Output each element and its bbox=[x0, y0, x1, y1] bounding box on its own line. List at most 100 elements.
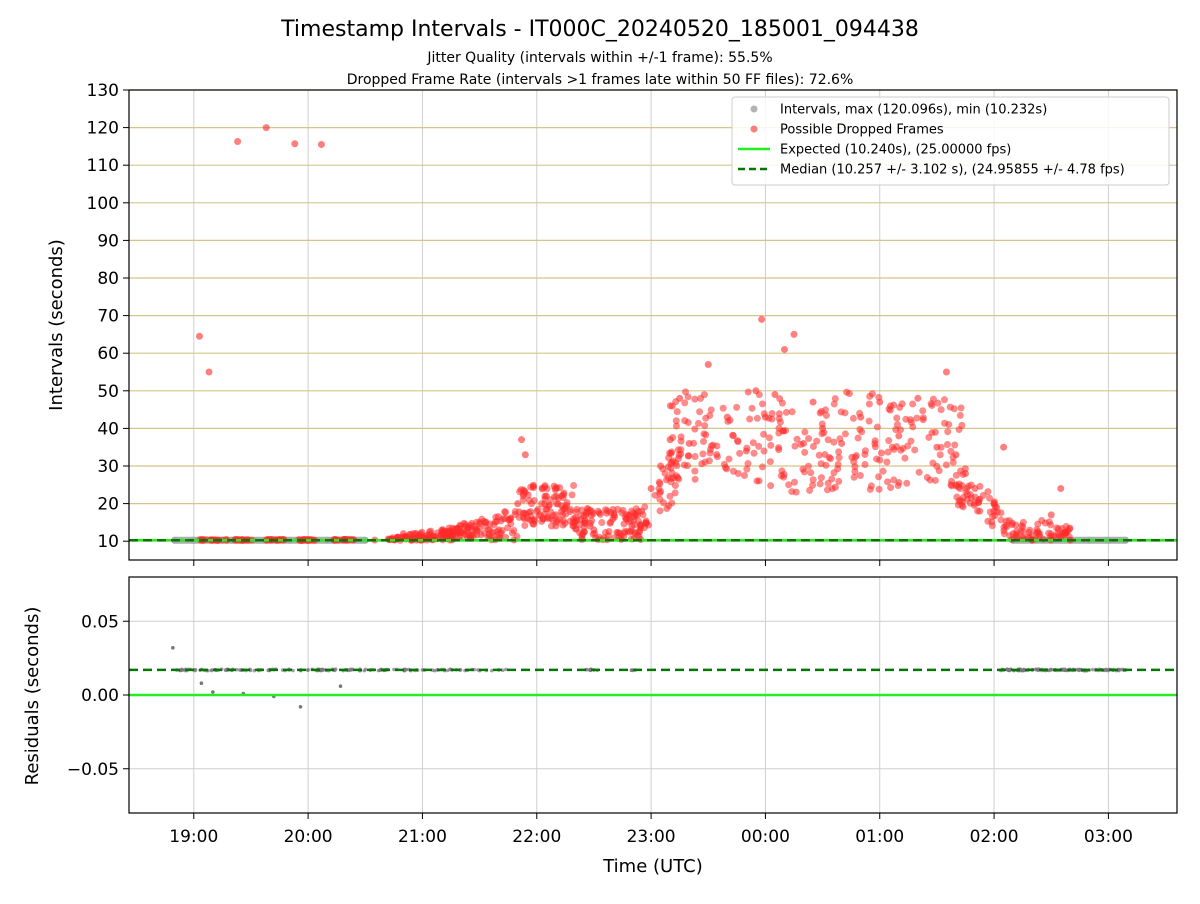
residual-point bbox=[504, 667, 508, 672]
top-y-tick-label: 30 bbox=[97, 457, 119, 477]
dropped-frame-point bbox=[691, 475, 699, 483]
dropped-frame-point bbox=[861, 450, 869, 458]
dropped-frame-point bbox=[521, 451, 529, 459]
dropped-frame-point bbox=[937, 443, 945, 451]
legend-interval-marker bbox=[750, 105, 758, 113]
dropped-frame-point bbox=[528, 516, 536, 524]
top-y-tick-label: 60 bbox=[97, 344, 119, 364]
dropped-frame-point bbox=[673, 408, 681, 416]
dropped-frame-point bbox=[866, 392, 874, 400]
dropped-frame-point bbox=[669, 434, 677, 442]
dropped-frame-point bbox=[919, 416, 927, 424]
dropped-frame-point bbox=[818, 420, 826, 428]
dropped-frame-point bbox=[876, 456, 884, 464]
top-y-tick-label: 120 bbox=[87, 119, 119, 139]
dropped-frame-point bbox=[681, 388, 689, 396]
dropped-frame-point bbox=[883, 458, 891, 466]
dropped-frame-point bbox=[831, 395, 839, 403]
dropped-frame-point bbox=[660, 499, 668, 507]
dropped-frame-point bbox=[1003, 523, 1011, 531]
dropped-frame-point bbox=[291, 140, 299, 148]
dropped-frame-point bbox=[942, 461, 950, 469]
dropped-frame-point bbox=[700, 391, 708, 399]
dropped-frame-point bbox=[515, 513, 523, 521]
bottom-y-axis-label: Residuals (seconds) bbox=[22, 607, 43, 786]
legend-label: Intervals, max (120.096s), min (10.232s) bbox=[780, 103, 1047, 118]
residual-point bbox=[238, 668, 242, 672]
dropped-frame-point bbox=[949, 453, 957, 461]
dropped-frame-point bbox=[755, 477, 763, 485]
dropped-frame-point bbox=[690, 439, 698, 447]
dropped-frame-point bbox=[940, 396, 948, 404]
dropped-frame-point bbox=[520, 486, 528, 494]
dropped-frame-point bbox=[913, 414, 921, 422]
dropped-frame-point bbox=[744, 460, 752, 468]
dropped-frame-point bbox=[589, 510, 597, 518]
dropped-frame-point bbox=[1058, 525, 1066, 533]
dropped-frame-point bbox=[936, 451, 944, 459]
dropped-frame-point bbox=[818, 430, 826, 438]
dropped-frame-point bbox=[792, 488, 800, 496]
dropped-frame-point bbox=[1065, 525, 1073, 533]
dropped-frame-point bbox=[807, 469, 815, 477]
dropped-frame-point bbox=[196, 332, 204, 340]
dropped-frame-point bbox=[647, 485, 655, 493]
dropped-frame-point bbox=[959, 470, 967, 478]
dropped-frame-point bbox=[813, 437, 821, 445]
dropped-frame-point bbox=[835, 448, 843, 456]
x-tick-label: 20:00 bbox=[284, 827, 333, 847]
dropped-frame-point bbox=[486, 532, 494, 540]
dropped-frame-point bbox=[556, 484, 564, 492]
dropped-frame-point bbox=[943, 441, 951, 449]
residual-point bbox=[298, 705, 303, 709]
dropped-frame-point bbox=[895, 432, 903, 440]
dropped-frame-point bbox=[902, 415, 910, 423]
dropped-frame-point bbox=[755, 442, 763, 450]
dropped-frame-point bbox=[766, 458, 774, 466]
dropped-frame-point bbox=[958, 421, 966, 429]
dropped-frame-point bbox=[793, 435, 801, 443]
dropped-frame-point bbox=[749, 439, 757, 447]
dropped-frame-point bbox=[606, 519, 614, 527]
dropped-frame-point bbox=[809, 398, 817, 406]
dropped-frame-point bbox=[543, 485, 551, 493]
dropped-frame-point bbox=[850, 473, 858, 481]
dropped-frame-point bbox=[755, 391, 763, 399]
dropped-frame-point bbox=[553, 492, 561, 500]
dropped-frame-point bbox=[791, 442, 799, 450]
dropped-frame-point bbox=[885, 437, 893, 445]
x-tick-label: 01:00 bbox=[855, 827, 904, 847]
dropped-frame-point bbox=[1057, 485, 1065, 493]
dropped-frame-point bbox=[974, 498, 982, 506]
dropped-frame-point bbox=[957, 404, 965, 412]
dropped-frame-point bbox=[825, 454, 833, 462]
dropped-frame-point bbox=[750, 449, 758, 457]
dropped-frame-point bbox=[771, 391, 779, 399]
dropped-frame-point bbox=[907, 437, 915, 445]
dropped-frame-point bbox=[834, 465, 842, 473]
dropped-frame-point bbox=[822, 411, 830, 419]
dropped-frame-point bbox=[997, 516, 1005, 524]
top-y-tick-label: 40 bbox=[97, 419, 119, 439]
residuals-plot: 19:00 20:00 21:00 22:00 23:00 00:00 01:00 02:00… bbox=[67, 576, 1178, 847]
dropped-frame-point bbox=[559, 521, 567, 529]
x-tick-label: 02:00 bbox=[970, 827, 1019, 847]
legend-label: Possible Dropped Frames bbox=[780, 123, 944, 138]
top-y-axis-label: Intervals (seconds) bbox=[46, 239, 67, 411]
dropped-frame-point bbox=[706, 411, 714, 419]
dropped-frame-point bbox=[911, 446, 919, 454]
dropped-frame-point bbox=[1024, 533, 1032, 541]
dropped-frame-point bbox=[790, 330, 798, 338]
dropped-frame-point bbox=[552, 500, 560, 508]
top-y-tick-label: 100 bbox=[87, 194, 119, 214]
dropped-frame-point bbox=[729, 467, 737, 475]
intervals-plot: 10 20 30 40 50 60 70 80 90 100 110 120 130 bbox=[87, 81, 1178, 566]
dropped-frame-point bbox=[1000, 530, 1008, 538]
dropped-frame-point bbox=[743, 444, 751, 452]
dropped-frame-point bbox=[705, 457, 713, 465]
dropped-frame-point bbox=[1019, 528, 1027, 536]
dropped-frame-point bbox=[804, 462, 812, 470]
dropped-frame-point bbox=[672, 472, 680, 480]
dropped-frame-point bbox=[929, 395, 937, 403]
dropped-frame-point bbox=[547, 522, 555, 530]
